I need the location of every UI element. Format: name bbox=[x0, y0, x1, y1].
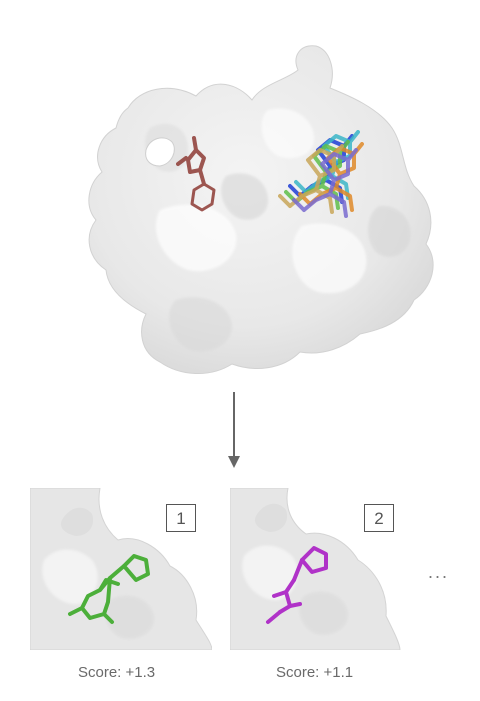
pose-score-label-2: Score: +1.1 bbox=[276, 664, 354, 681]
pose-rank-badge-2: 2 bbox=[364, 504, 394, 532]
docked-ligand-pose bbox=[292, 148, 358, 218]
reference-ligand bbox=[176, 136, 216, 212]
pose-1-ligand bbox=[68, 554, 150, 624]
protein-surface bbox=[88, 45, 434, 375]
binding-cavity bbox=[145, 137, 175, 167]
more-poses-indicator: ... bbox=[428, 562, 450, 582]
docked-ligand-cluster bbox=[278, 130, 364, 218]
pose-2-ligand bbox=[266, 546, 328, 624]
down-arrow bbox=[228, 392, 240, 468]
pose-rank-badge-1: 1 bbox=[166, 504, 196, 532]
pose-score-label-1: Score: +1.3 bbox=[78, 664, 156, 681]
